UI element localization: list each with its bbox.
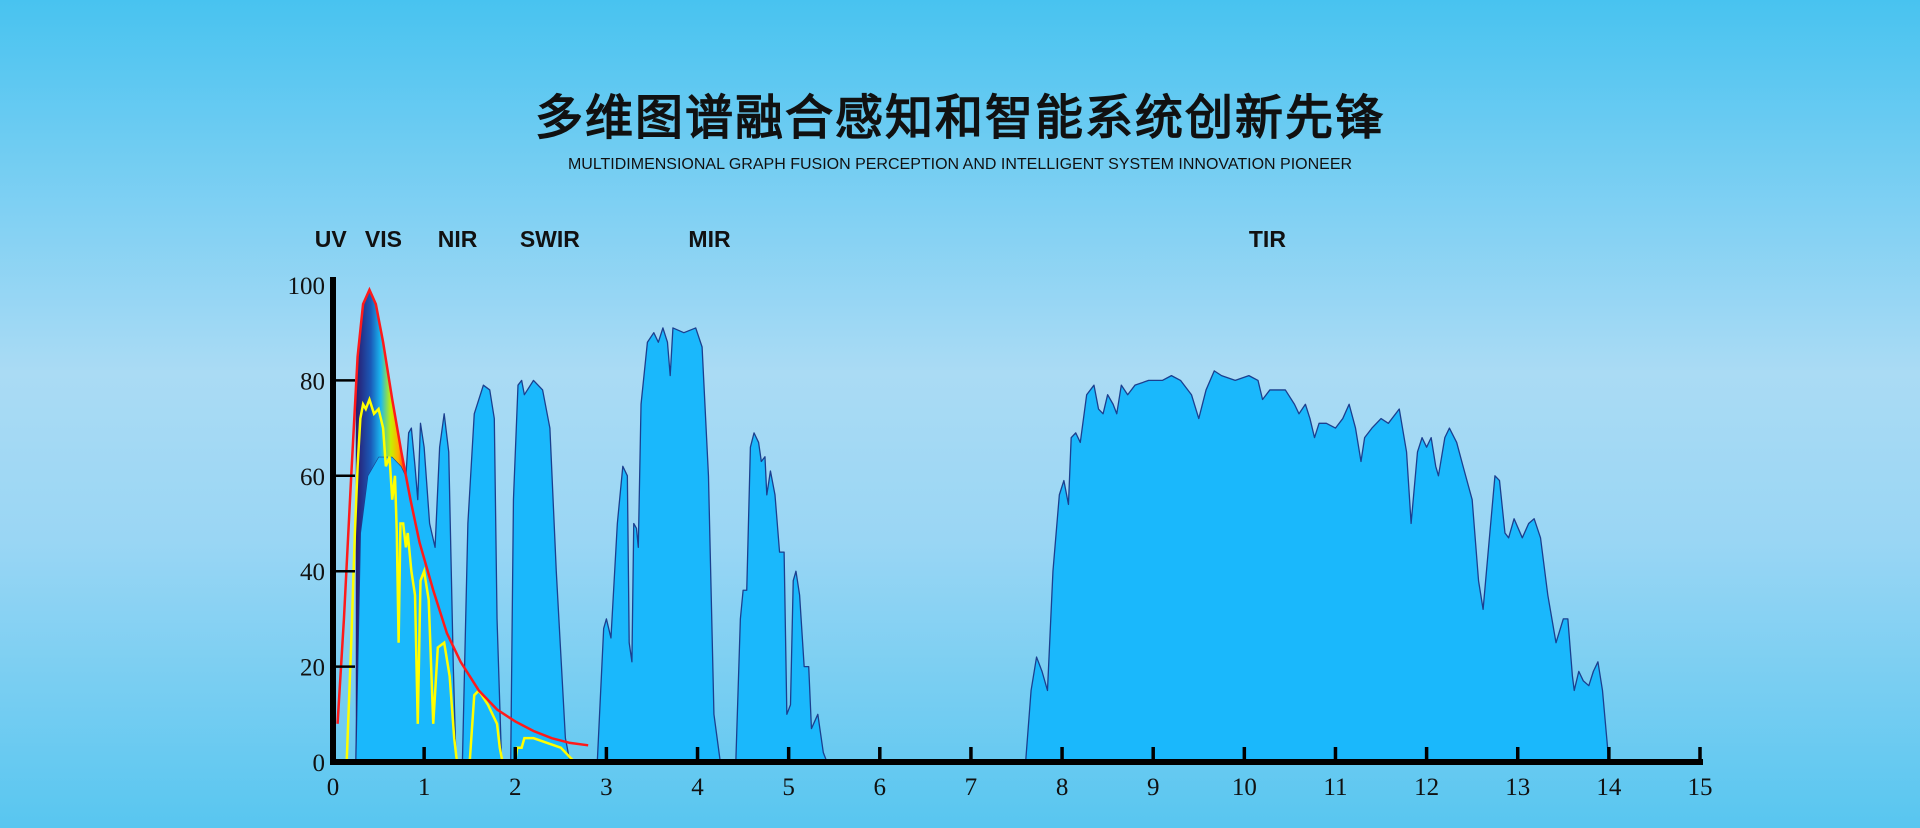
band-label: MIR <box>688 226 731 252</box>
x-tick-label: 5 <box>782 774 795 801</box>
y-tick-label: 60 <box>300 464 325 491</box>
transmission-band-area <box>596 327 721 763</box>
y-tick-label: 100 <box>288 273 326 300</box>
page-title: 多维图谱融合感知和智能系统创新先锋 <box>534 90 1385 146</box>
page-subtitle: MULTIDIMENSIONAL GRAPH FUSION PERCEPTION… <box>567 156 1353 173</box>
x-tick-label: 12 <box>1414 774 1439 801</box>
x-tick-label: 4 <box>691 774 704 801</box>
x-tick-label: 10 <box>1232 774 1257 801</box>
band-label: SWIR <box>519 226 580 252</box>
x-tick-label: 9 <box>1147 774 1160 801</box>
x-tick-label: 7 <box>965 774 978 801</box>
x-tick-label: 11 <box>1323 774 1347 801</box>
x-tick-label: 15 <box>1688 774 1713 801</box>
transmission-band-area <box>1024 370 1610 763</box>
x-tick-label: 3 <box>600 774 613 801</box>
band-label: UV <box>314 226 347 252</box>
y-tick-label: 20 <box>300 655 325 682</box>
x-tick-label: 8 <box>1056 774 1069 801</box>
band-label: NIR <box>437 226 478 252</box>
transmission-band-area <box>735 432 828 763</box>
transmission-band-area <box>510 379 571 763</box>
y-tick-label: 80 <box>300 368 325 395</box>
y-tick-label: 0 <box>313 750 326 777</box>
band-label: TIR <box>1248 226 1286 252</box>
transmission-band-area <box>461 384 503 763</box>
y-tick-label: 40 <box>300 559 325 586</box>
x-tick-label: 2 <box>509 774 522 801</box>
band-label: VIS <box>364 226 402 252</box>
x-tick-label: 0 <box>327 774 340 801</box>
blackbody-curve-line <box>336 286 589 747</box>
x-tick-label: 13 <box>1505 774 1530 801</box>
x-tick-label: 6 <box>874 774 887 801</box>
x-tick-label: 1 <box>418 774 431 801</box>
x-tick-label: 14 <box>1596 774 1622 801</box>
